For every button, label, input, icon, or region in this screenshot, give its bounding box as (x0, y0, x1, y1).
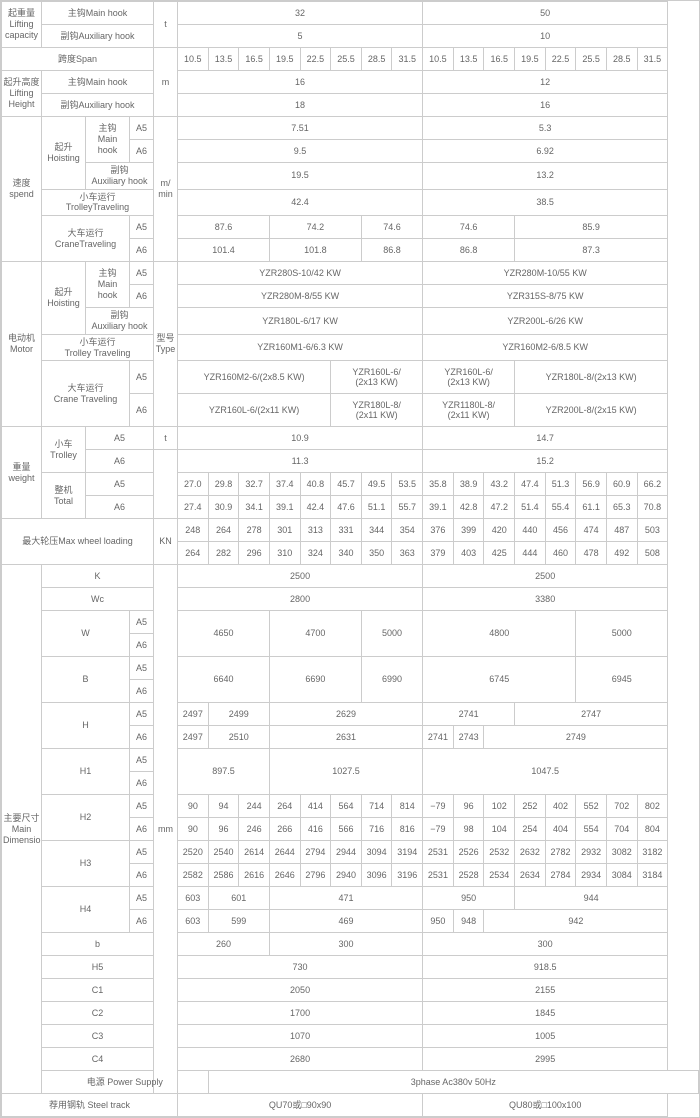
lbl-span: 跨度Span (2, 48, 154, 71)
lbl-track: 荐用钢轨 Steel track (2, 1094, 178, 1117)
lbl-aux-hook: 副钩Auxiliary hook (42, 25, 154, 48)
lbl-main-hook: 主钩Main hook (42, 2, 154, 25)
cap-main-1: 50 (423, 2, 668, 25)
lbl-lifting-height: 起升高度Lifting Height (2, 71, 42, 117)
spec-table-container: 起重量Lifting capacity 主钩Main hook t 32 50 … (0, 0, 700, 1118)
lbl-power: 电源 Power Supply (42, 1071, 209, 1094)
unit-mmin: m/min (154, 117, 178, 262)
lbl-dimension: 主要尺寸Main Dimension (2, 565, 42, 1094)
spec-table: 起重量Lifting capacity 主钩Main hook t 32 50 … (1, 1, 699, 1117)
lbl-type: 型号Type (154, 262, 178, 427)
power-value: 3phase Ac380v 50Hz (208, 1071, 698, 1094)
lbl-hoisting: 起升Hoisting (42, 117, 86, 190)
cap-aux-1: 10 (423, 25, 668, 48)
span-0: 10.5 (178, 48, 209, 71)
lbl-wheel: 最大轮压Max wheel loading (2, 519, 154, 565)
unit-t: t (154, 2, 178, 48)
cap-main-0: 32 (178, 2, 423, 25)
unit-m: m (154, 48, 178, 117)
lbl-speed: 速度spend (2, 117, 42, 262)
lbl-weight: 重量weight (2, 427, 42, 519)
cap-aux-0: 5 (178, 25, 423, 48)
lbl-motor: 电动机Motor (2, 262, 42, 427)
lbl-lifting-cap: 起重量Lifting capacity (2, 2, 42, 48)
